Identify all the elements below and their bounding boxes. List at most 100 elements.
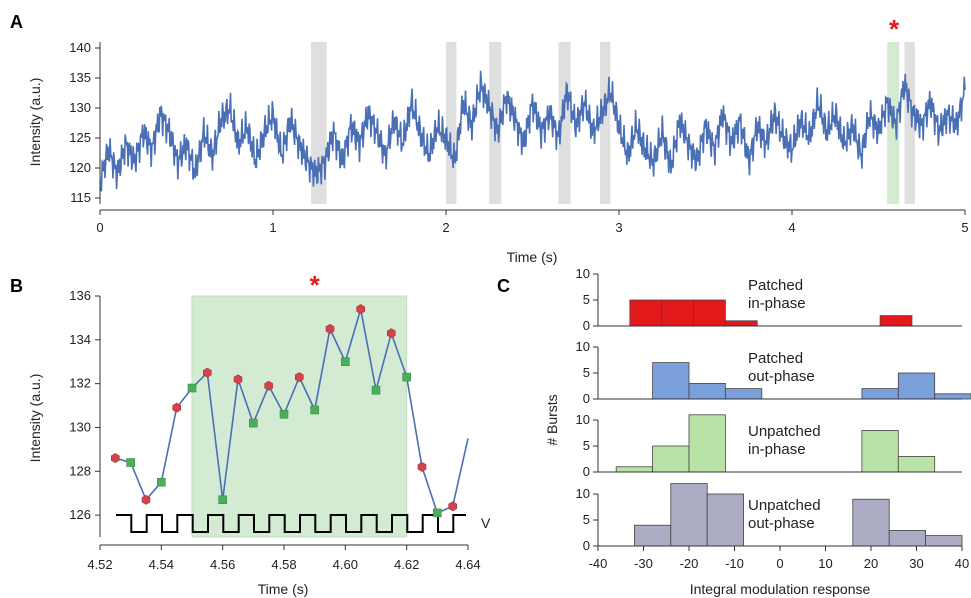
panel-b-point-square [341, 357, 350, 367]
panel-a-grey-band-5 [904, 42, 915, 204]
panel-c-ytick-label: 5 [583, 365, 590, 380]
panel-c-ytick-label: 10 [576, 486, 590, 501]
panel-c-ytick-label: 0 [583, 391, 590, 406]
panel-b-xtick-label: 4.52 [87, 557, 112, 572]
panel-c-bar [852, 498, 890, 547]
panel-c-ytick-label: 5 [583, 292, 590, 307]
panel-c-bar [934, 393, 971, 400]
panel-c-xtick-label: -30 [634, 556, 653, 571]
panel-c-xtick-label: -20 [680, 556, 699, 571]
panel-b-point-hexagon [111, 453, 120, 464]
panel-b-ytick-label: 132 [69, 376, 91, 391]
panel-c-bar [670, 483, 708, 547]
panel-b-point-hexagon [264, 380, 274, 391]
panel-b-point-square [371, 385, 381, 395]
panel-b-point-hexagon [356, 304, 366, 315]
panel-c-bar [615, 466, 654, 473]
panel-c-ytick-label: 0 [583, 464, 590, 479]
panel-b-square-wave-label: V [481, 515, 491, 531]
panel-a-xtick-label: 2 [442, 220, 449, 235]
panel-c-ytick-label: 10 [576, 266, 590, 281]
panel-a-asterisk: * [889, 14, 900, 44]
panel-c-xtick-label: 0 [776, 556, 783, 571]
panel-c-xtick-label: 40 [955, 556, 969, 571]
panel-c-subplot-title-line2: out-phase [748, 368, 815, 385]
panel-a: A Intensity (a.u.) Time (s) 0 1 2 3 4 5 115 120… [10, 12, 969, 265]
panel-b-xlabel: Time (s) [258, 581, 309, 597]
panel-c-bar [629, 299, 663, 327]
panel-c-ylabel: # Bursts [544, 394, 560, 445]
panel-b-highlight-region [191, 295, 408, 538]
panel-b-point-hexagon [417, 461, 427, 472]
panel-c-subplot-title-line2: in-phase [748, 441, 806, 458]
panel-b-point-square [279, 410, 289, 419]
panel-b-point-hexagon [141, 494, 151, 505]
panel-a-xtick-label: 1 [269, 220, 276, 235]
panel-b-square-wave [116, 514, 466, 533]
panel-b-point-square [218, 495, 227, 505]
panel-c-xtick-label: -40 [589, 556, 608, 571]
panel-b-ytick-label: 136 [69, 288, 91, 303]
panel-c-bar [661, 299, 694, 327]
panel-b-point-hexagon [325, 323, 335, 334]
panel-b-xtick-label: 4.58 [271, 557, 296, 572]
panel-c-ytick-label: 10 [576, 412, 590, 427]
panel-c-ytick-label: 0 [583, 318, 590, 333]
panel-b-point-hexagon [233, 374, 243, 385]
panel-b-xtick-label: 4.64 [455, 557, 480, 572]
panel-a-ytick-label: 125 [69, 130, 91, 145]
panel-b-label: B [10, 276, 23, 296]
panel-c-subplot-title-line2: in-phase [748, 295, 806, 312]
panel-b-ytick-label: 134 [69, 332, 91, 347]
panel-a-grey-band-1 [446, 42, 457, 204]
panel-c-bar [652, 445, 690, 473]
panel-a-ytick-label: 135 [69, 70, 91, 85]
panel-a-ytick-label: 130 [69, 100, 91, 115]
panel-a-grey-band-3 [558, 42, 571, 204]
panel-c-subplot-title-line2: out-phase [748, 515, 815, 532]
panel-b-point-hexagon [386, 328, 396, 339]
panel-b-xtick-label: 4.62 [394, 557, 419, 572]
panel-a-xtick-label: 5 [961, 220, 968, 235]
panel-b-point-hexagon [448, 501, 458, 512]
panel-c-bar [688, 414, 726, 473]
panel-c-xlabel: Integral modulation response [690, 581, 871, 597]
panel-c-xtick-label: -10 [725, 556, 744, 571]
panel-b-xtick-label: 4.54 [149, 557, 174, 572]
panel-b-point-square [433, 508, 442, 518]
panel-a-ylabel: Intensity (a.u.) [27, 78, 43, 167]
panel-c-bar [925, 535, 963, 547]
panel-b-point-square [310, 405, 319, 415]
panel-a-ytick-label: 115 [70, 190, 91, 205]
panel-b-point-hexagon [172, 402, 181, 413]
panel-c-subplot-title-line1: Unpatched [748, 423, 821, 440]
panel-c-ytick-label: 5 [583, 512, 590, 527]
panel-c-ytick-label: 10 [576, 339, 590, 354]
panel-c-bar [693, 299, 726, 327]
panel-a-ytick-label: 120 [69, 160, 91, 175]
panel-a-ytick-label: 140 [69, 40, 91, 55]
panel-b-point-hexagon [203, 367, 212, 378]
panel-c-ytick-label: 0 [583, 538, 590, 553]
panel-b-point-square [187, 383, 197, 393]
panel-c-bar [861, 429, 899, 473]
panel-a-trace [99, 70, 966, 192]
panel-c-xtick-label: 10 [818, 556, 832, 571]
panel-a-xlabel: Time (s) [507, 249, 558, 265]
panel-c: C # Bursts Integral modulation response … [497, 266, 971, 597]
panel-c-bar [725, 320, 758, 327]
panel-a-xtick-label: 4 [788, 220, 795, 235]
panel-c-subplot-title-line1: Patched [748, 350, 803, 367]
panel-a-label: A [10, 12, 23, 32]
panel-b-point-square [157, 477, 166, 487]
panel-a-grey-band-4 [599, 42, 611, 204]
panel-b-xtick-label: 4.60 [333, 557, 358, 572]
panel-b-point-square [126, 458, 135, 467]
panel-c-xtick-label: 30 [909, 556, 923, 571]
panel-c-label: C [497, 276, 510, 296]
panel-a-xtick-label: 0 [96, 220, 103, 235]
